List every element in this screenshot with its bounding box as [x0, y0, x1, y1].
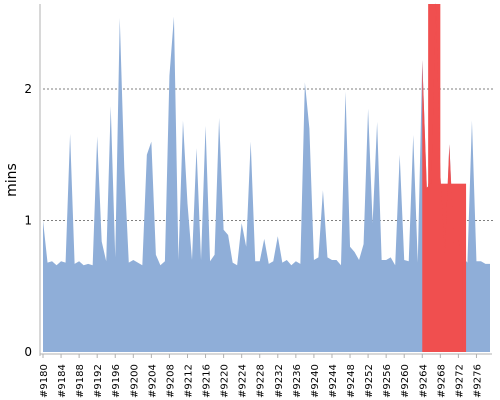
x-tick-label: #9204 — [147, 364, 158, 398]
x-tick-label: #9276 — [472, 364, 483, 398]
x-tick-label: #9224 — [238, 364, 249, 398]
x-tick-label: #9192 — [93, 364, 104, 398]
x-tick-label: #9212 — [183, 364, 194, 398]
x-tick-label: #9220 — [220, 364, 231, 398]
area-series — [43, 2, 490, 353]
x-tick-label: #9264 — [418, 364, 429, 398]
x-tick-label: #9268 — [436, 364, 447, 398]
y-axis-title: mins — [4, 163, 20, 197]
x-tick-label: #9272 — [454, 364, 465, 398]
x-tick-label: #9216 — [202, 364, 213, 398]
y-tick-label: 1 — [24, 214, 32, 228]
x-tick-label: #9180 — [39, 364, 50, 398]
x-tick-label: #9236 — [292, 364, 303, 398]
x-tick-label: #9260 — [400, 364, 411, 398]
y-tick-label: 2 — [24, 82, 32, 96]
x-tick-label: #9228 — [256, 364, 267, 398]
x-tick-label: #9196 — [111, 364, 122, 398]
x-tick-label: #9188 — [75, 364, 86, 398]
x-tick-label: #9184 — [57, 364, 68, 398]
x-tick-label: #9232 — [274, 364, 285, 398]
highlight-area — [422, 2, 463, 353]
x-tick-label: #9208 — [165, 364, 176, 398]
x-tick-label: #9248 — [346, 364, 357, 398]
x-tick-labels: #9180 #9184 #9188 #9192 #9196 #9200 #9204 #9208… — [39, 354, 483, 398]
x-tick-label: #9244 — [328, 364, 339, 398]
y-tick-label: 0 — [24, 345, 32, 359]
x-tick-label: #9256 — [382, 364, 393, 398]
x-tick-label: #9252 — [364, 364, 375, 398]
x-tick-label: #9200 — [129, 364, 140, 398]
highlight-layer — [422, 2, 467, 353]
x-tick-label: #9240 — [310, 364, 321, 398]
area-layer — [43, 2, 490, 353]
y-tick-labels: 0 1 2 — [24, 82, 32, 359]
